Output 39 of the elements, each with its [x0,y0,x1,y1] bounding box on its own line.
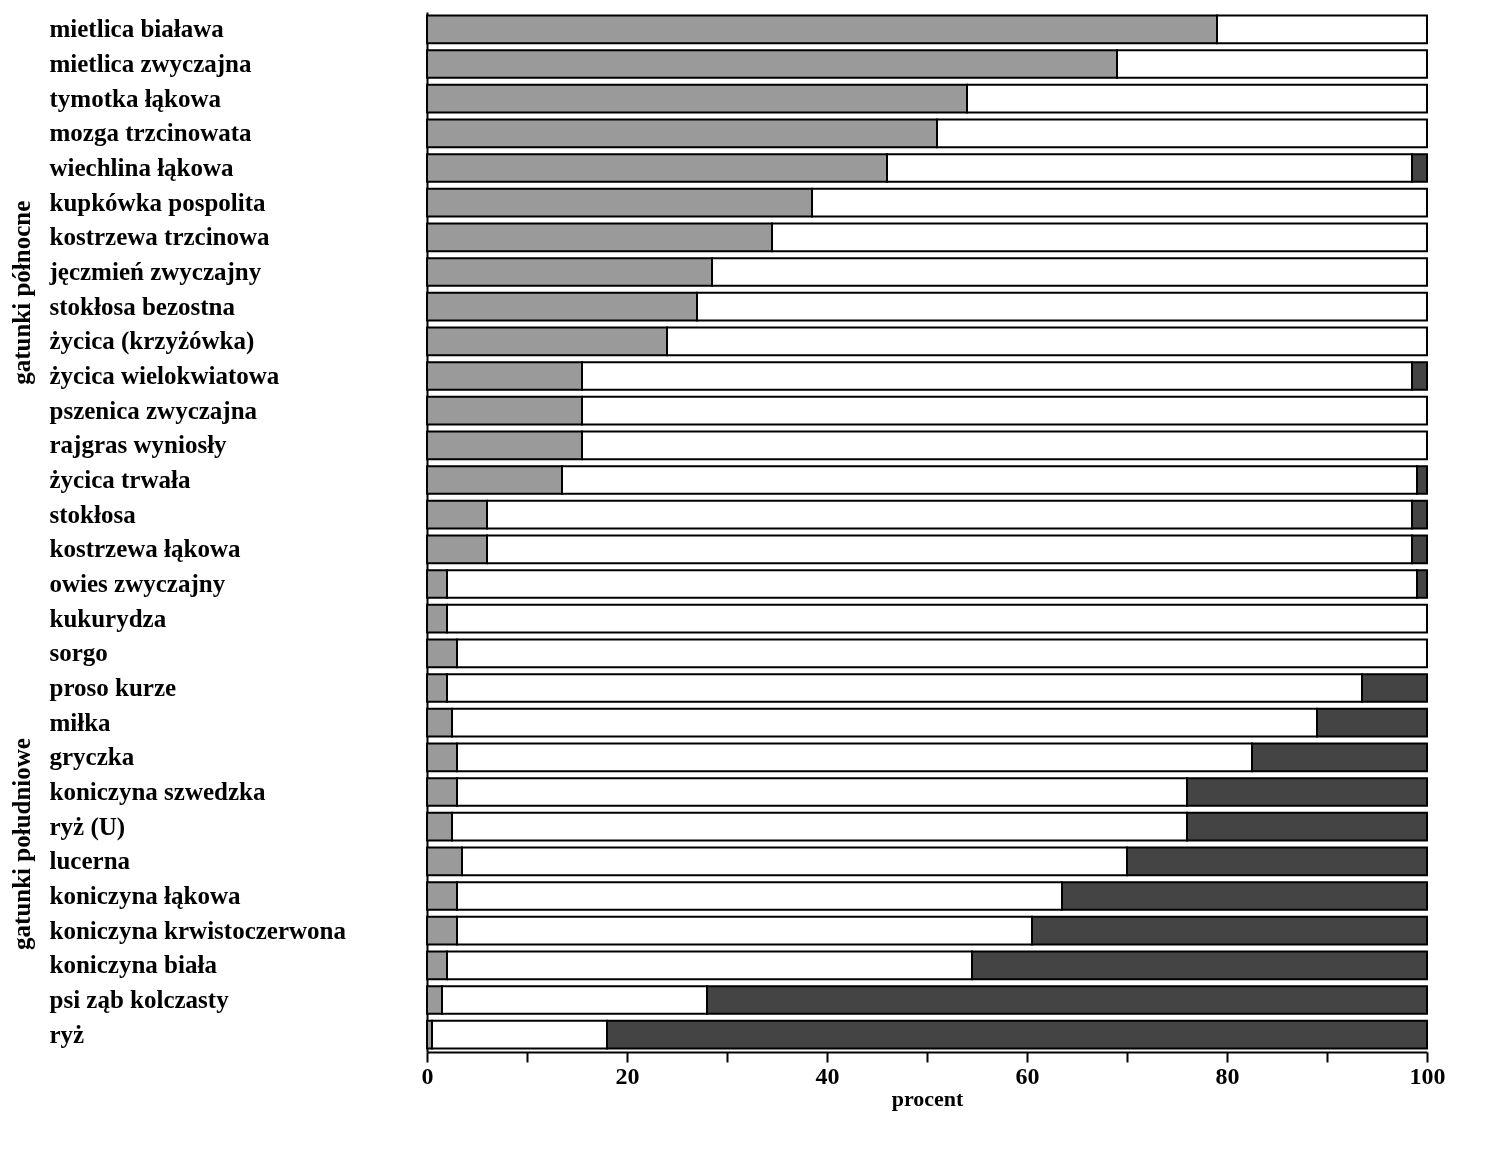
y-tick-label: gryczka [49,743,135,771]
x-tick-label: 60 [1015,1062,1040,1089]
y-tick-label: owies zwyczajny [49,570,226,597]
y-tick-label: sorgo [49,639,108,667]
y-tick-label: koniczyna szwedzka [49,778,266,805]
text: gatunki północne [8,200,35,385]
y-tick-label: stokłosa [49,500,137,528]
x-tick-label: 20 [615,1062,640,1089]
x-axis-title: procent [891,1085,965,1111]
y-tick-label: mietlica biaława [49,15,225,43]
y-tick-label: kostrzewa łąkowa [49,535,241,563]
text: gatunki południowe [8,738,35,950]
x-tick-label: 100 [1409,1062,1446,1089]
y-tick-label: koniczyna biała [49,951,218,979]
y-tick-label: ryż (U) [49,812,126,841]
y-tick-label: kupkówka pospolita [49,188,267,216]
x-tick-label: 0 [421,1062,434,1089]
y-tick-label: mozga trzcinowata [49,119,253,147]
y-tick-label: rajgras wyniosły [49,431,228,459]
y-tick-label: koniczyna łąkowa [49,882,241,909]
y-tick-label: życica (krzyżówka) [49,327,255,356]
y-tick-label: jęczmień zwyczajny [48,258,262,285]
y-tick-label: miłka [49,708,112,736]
y-tick-label: życica wielokwiatowa [49,362,280,389]
y-tick-label: lucerna [49,847,131,875]
y-tick-label: kostrzewa trzcinowa [49,223,271,251]
x-tick-label: 80 [1215,1062,1240,1089]
y-tick-label: psi ząb kolczasty [49,986,230,1013]
x-tick-label: 40 [815,1062,840,1089]
y-tick-label: tymotka łąkowa [49,84,222,112]
y-tick-label: życica trwała [49,466,191,493]
y-tick-label: ryż [49,1020,85,1048]
y-tick-label: wiechlina łąkowa [49,154,235,181]
y-tick-label: proso kurze [49,674,177,701]
y-tick-label: mietlica zwyczajna [49,50,252,77]
y-tick-label: kukurydza [49,604,167,632]
y-tick-label: koniczyna krwistoczerwona [49,916,347,944]
y-tick-label: pszenica zwyczajna [49,396,258,424]
y-tick-label: stokłosa bezostna [49,292,236,320]
